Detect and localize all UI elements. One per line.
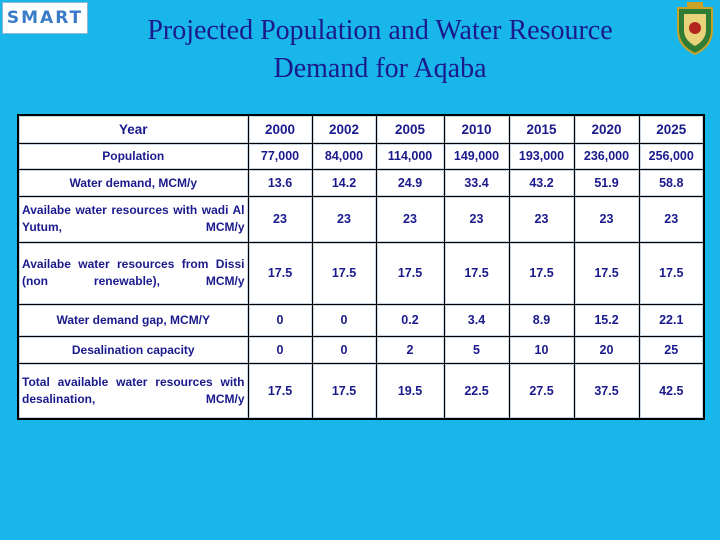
table-cell: 0 (247, 335, 313, 364)
header-year-cell: 2025 (638, 114, 705, 144)
table-cell: 256,000 (638, 142, 705, 170)
table-cell: 2 (375, 335, 445, 364)
table-cell: 22.1 (638, 303, 705, 337)
table-cell: 84,000 (311, 142, 377, 170)
row-label: Desalination capacity (17, 335, 249, 364)
table-cell: 236,000 (573, 142, 640, 170)
table-header-row: Year 2000 2002 2005 2010 2015 2020 2025 (17, 114, 705, 144)
table-cell: 193,000 (508, 142, 575, 170)
header-year-label: Year (17, 114, 249, 144)
table-cell: 37.5 (573, 362, 640, 420)
table-cell: 5 (443, 335, 510, 364)
table-cell: 77,000 (247, 142, 313, 170)
row-label: Total available water resources with des… (17, 362, 249, 420)
table-cell: 23 (443, 195, 510, 243)
row-label: Availabe water resources with wadi Al Yu… (17, 195, 249, 243)
table-cell: 149,000 (443, 142, 510, 170)
table-row: Total available water resources with des… (17, 362, 705, 420)
table-cell: 10 (508, 335, 575, 364)
table-cell: 0 (247, 303, 313, 337)
table-cell: 23 (375, 195, 445, 243)
table-cell: 24.9 (375, 168, 445, 197)
table-cell: 23 (247, 195, 313, 243)
table-cell: 17.5 (638, 241, 705, 305)
university-emblem-icon (677, 2, 713, 56)
table-cell: 22.5 (443, 362, 510, 420)
row-label: Availabe water resources from Dissi (non… (17, 241, 249, 305)
table-cell: 17.5 (443, 241, 510, 305)
table-cell: 0 (311, 303, 377, 337)
table-cell: 19.5 (375, 362, 445, 420)
table-cell: 23 (508, 195, 575, 243)
table-row: Water demand, MCM/y 13.6 14.2 24.9 33.4 … (17, 168, 705, 197)
smart-logo-text: SMART (6, 8, 84, 28)
table-cell: 13.6 (247, 168, 313, 197)
table-cell: 0.2 (375, 303, 445, 337)
table-cell: 17.5 (311, 362, 377, 420)
table-cell: 23 (573, 195, 640, 243)
table-cell: 23 (311, 195, 377, 243)
table-row: Availabe water resources from Dissi (non… (17, 241, 705, 305)
population-water-table: Year 2000 2002 2005 2010 2015 2020 2025 … (17, 114, 705, 420)
table-cell: 17.5 (247, 362, 313, 420)
table-cell: 0 (311, 335, 377, 364)
header-year-cell: 2015 (508, 114, 575, 144)
title-line-2: Demand for Aqaba (273, 53, 487, 84)
table-cell: 17.5 (508, 241, 575, 305)
header-year-cell: 2010 (443, 114, 510, 144)
title-line-1: Projected Population and Water Resource (147, 15, 613, 46)
header-year-cell: 2005 (375, 114, 445, 144)
table-cell: 27.5 (508, 362, 575, 420)
table-cell: 20 (573, 335, 640, 364)
table-cell: 23 (638, 195, 705, 243)
row-label: Water demand, MCM/y (17, 168, 249, 197)
page-title: Projected Population and Water Resource … (100, 12, 660, 88)
table-row: Desalination capacity 0 0 2 5 10 20 25 (17, 335, 705, 364)
table-cell: 3.4 (443, 303, 510, 337)
table-cell: 58.8 (638, 168, 705, 197)
table-cell: 33.4 (443, 168, 510, 197)
table-cell: 17.5 (573, 241, 640, 305)
table-cell: 114,000 (375, 142, 445, 170)
header-year-cell: 2020 (573, 114, 640, 144)
smart-logo: SMART (2, 2, 88, 34)
row-label: Population (17, 142, 249, 170)
header-year-cell: 2000 (247, 114, 313, 144)
table-cell: 42.5 (638, 362, 705, 420)
table-cell: 17.5 (311, 241, 377, 305)
table-cell: 17.5 (375, 241, 445, 305)
table-row: Population 77,000 84,000 114,000 149,000… (17, 142, 705, 170)
table-cell: 8.9 (508, 303, 575, 337)
table-cell: 43.2 (508, 168, 575, 197)
header-year-cell: 2002 (311, 114, 377, 144)
table-cell: 15.2 (573, 303, 640, 337)
table-row: Water demand gap, MCM/Y 0 0 0.2 3.4 8.9 … (17, 303, 705, 337)
table-cell: 51.9 (573, 168, 640, 197)
table-cell: 17.5 (247, 241, 313, 305)
table-row: Availabe water resources with wadi Al Yu… (17, 195, 705, 243)
table-cell: 25 (638, 335, 705, 364)
table-cell: 14.2 (311, 168, 377, 197)
row-label: Water demand gap, MCM/Y (17, 303, 249, 337)
